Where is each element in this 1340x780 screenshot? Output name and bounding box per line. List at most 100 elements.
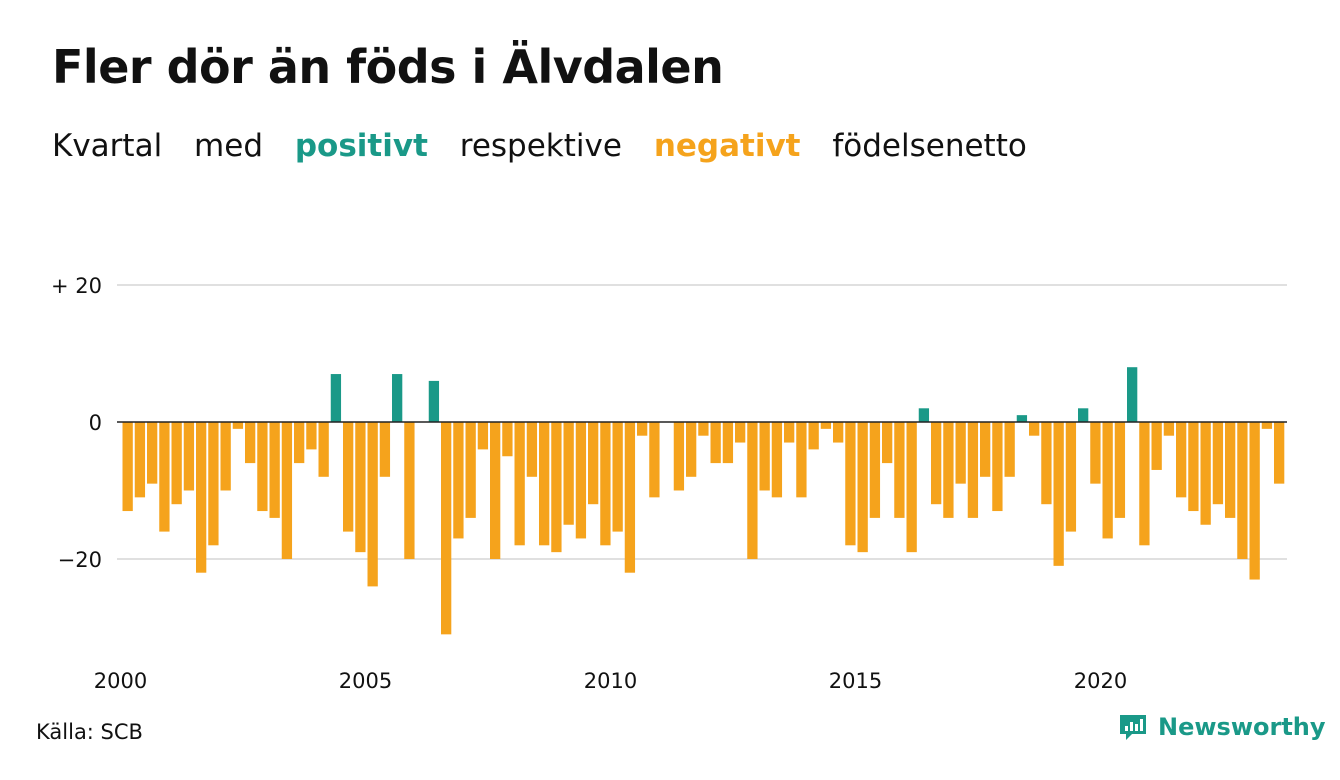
subtitle-word: respektive	[459, 128, 622, 164]
bar-negative	[906, 422, 917, 553]
bar-negative	[343, 422, 354, 532]
bar-negative	[698, 422, 709, 436]
brand-name: Newsworthy	[1158, 713, 1326, 741]
bar-negative	[808, 422, 819, 450]
bar-negative	[404, 422, 415, 559]
bar-negative	[980, 422, 991, 477]
bar-negative	[1090, 422, 1101, 484]
bar-negative	[735, 422, 746, 443]
bar-negative	[1139, 422, 1150, 546]
bar-negative	[563, 422, 574, 525]
bar-negative	[1029, 422, 1040, 436]
subtitle-word: födelsenetto	[832, 128, 1027, 164]
bar-negative	[490, 422, 501, 559]
bar-negative	[134, 422, 146, 498]
bar-negative	[624, 422, 636, 573]
newsworthy-logo-icon	[1120, 715, 1146, 740]
bar-negative	[367, 422, 378, 587]
y-tick-label: 0	[89, 411, 102, 435]
subtitle-word: Kvartal	[52, 128, 163, 164]
bar-negative	[1261, 422, 1273, 429]
bar-negative	[526, 422, 538, 477]
bar-negative	[281, 422, 293, 559]
bar-negative	[465, 422, 476, 518]
bar-negative	[551, 422, 562, 553]
bar-negative	[196, 422, 207, 573]
bar-negative	[1249, 422, 1260, 580]
bar-negative	[575, 422, 587, 539]
bar-negative	[122, 422, 133, 512]
bar-positive	[392, 374, 403, 422]
subtitle-positive-legend: positivt	[294, 128, 428, 164]
x-tick-label: 2000	[94, 669, 147, 693]
bar-negative	[588, 422, 599, 505]
bar-positive	[1016, 415, 1028, 422]
bar-negative	[943, 422, 954, 518]
bar-negative	[1225, 422, 1236, 518]
bar-negative	[722, 422, 734, 464]
source-note: Källa: SCB	[36, 720, 143, 744]
bar-negative	[1200, 422, 1211, 525]
bar-negative	[686, 422, 697, 477]
bar-negative	[379, 422, 391, 477]
bar-negative	[220, 422, 231, 491]
bar-negative	[306, 422, 317, 450]
bar-negative	[1004, 422, 1015, 477]
x-tick-label: 2005	[339, 669, 392, 693]
bar-negative	[147, 422, 158, 484]
bar-negative	[318, 422, 329, 477]
bar-negative	[673, 422, 685, 491]
bar-negative	[1114, 422, 1126, 518]
bar-negative	[894, 422, 905, 518]
chart-title: Fler dör än föds i Älvdalen	[52, 40, 724, 94]
bar-negative	[649, 422, 660, 498]
bar-negative	[992, 422, 1003, 512]
bar-negative	[637, 422, 648, 436]
bar-negative	[796, 422, 807, 498]
bar-positive	[330, 374, 342, 422]
chart-subtitle: Kvartal med positivt respektive negativt…	[52, 128, 1049, 164]
bar-negative	[845, 422, 856, 546]
bar-positive	[428, 380, 440, 422]
bar-negative	[931, 422, 942, 505]
brand-logo: Newsworthy	[1118, 712, 1326, 742]
bar-negative	[1163, 422, 1175, 436]
bar-negative	[1274, 422, 1285, 484]
bar-negative	[208, 422, 219, 546]
bar-negative	[159, 422, 170, 532]
bar-positive	[1078, 408, 1089, 422]
bar-negative	[257, 422, 268, 512]
bar-negative	[441, 422, 452, 635]
bar-negative	[1053, 422, 1064, 566]
bar-negative	[759, 422, 770, 491]
bar-negative	[539, 422, 550, 546]
bar-positive	[1127, 367, 1138, 422]
bar-negative	[502, 422, 513, 457]
bar-negative	[882, 422, 893, 464]
bar-negative	[784, 422, 795, 443]
bar-negative	[477, 422, 489, 450]
bar-negative	[294, 422, 305, 464]
bar-negative	[600, 422, 611, 546]
bar-negative	[514, 422, 525, 546]
y-tick-label: + 20	[51, 274, 102, 298]
bar-negative	[612, 422, 623, 532]
bar-negative	[269, 422, 280, 518]
bar-negative	[232, 422, 244, 429]
bar-negative	[833, 422, 844, 443]
bar-negative	[710, 422, 721, 464]
bar-negative	[1065, 422, 1077, 532]
subtitle-word: med	[194, 128, 263, 164]
bar-negative	[955, 422, 966, 484]
x-tick-label: 2020	[1074, 669, 1127, 693]
bar-negative	[1237, 422, 1248, 559]
bar-positive	[918, 408, 930, 422]
y-tick-label: −20	[58, 548, 102, 572]
bar-negative	[1102, 422, 1113, 539]
bar-negative	[355, 422, 366, 553]
bar-negative	[820, 422, 832, 429]
bar-negative	[171, 422, 182, 505]
bar-negative	[1041, 422, 1052, 505]
bar-negative	[967, 422, 979, 518]
